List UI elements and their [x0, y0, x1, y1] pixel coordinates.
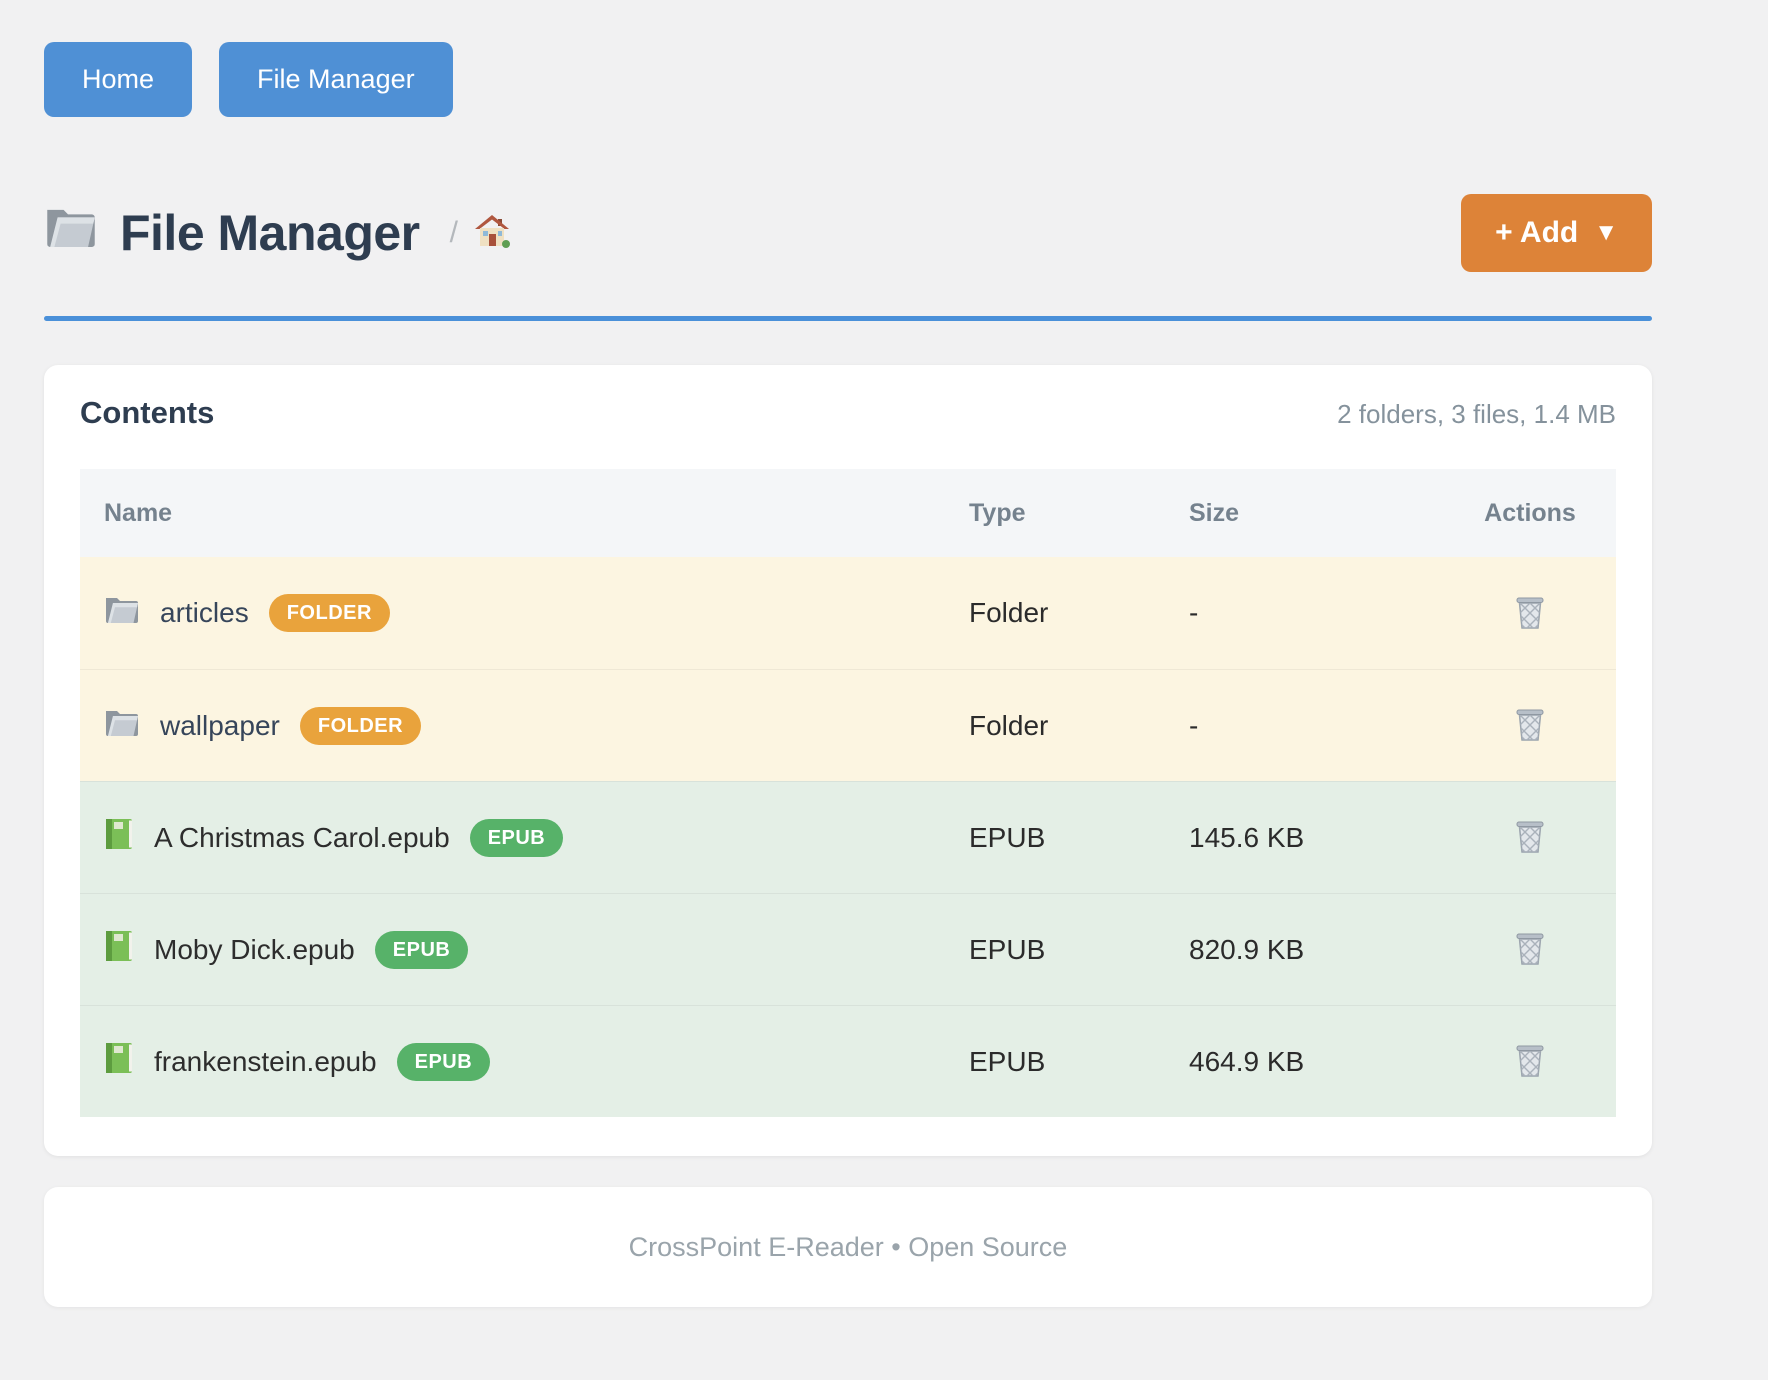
breadcrumb-separator: / [450, 216, 458, 250]
page: Home File Manager File Manager / [44, 0, 1652, 1307]
home-house-icon[interactable] [474, 213, 510, 254]
folder-icon [44, 204, 98, 262]
contents-card: Contents 2 folders, 3 files, 1.4 MB Name… [44, 365, 1652, 1156]
file-name-link[interactable]: frankenstein.epub [154, 1046, 377, 1078]
nav-buttons: Home File Manager [44, 42, 1652, 117]
trash-icon [1513, 818, 1547, 857]
size-cell: - [1189, 710, 1444, 742]
type-badge: FOLDER [269, 594, 390, 632]
trash-icon [1513, 1042, 1547, 1081]
trash-icon [1513, 706, 1547, 745]
add-button-label: + Add [1495, 218, 1578, 248]
type-badge: EPUB [397, 1043, 491, 1081]
contents-summary: 2 folders, 3 files, 1.4 MB [1337, 399, 1616, 430]
delete-button[interactable] [1509, 814, 1551, 861]
contents-card-header: Contents 2 folders, 3 files, 1.4 MB [80, 395, 1616, 431]
table-row: A Christmas Carol.epub EPUB EPUB 145.6 K… [80, 781, 1616, 893]
footer: CrossPoint E-Reader • Open Source [44, 1187, 1652, 1307]
name-cell: frankenstein.epub EPUB [80, 1041, 969, 1082]
size-cell: 464.9 KB [1189, 1046, 1444, 1078]
page-title: File Manager [44, 204, 420, 262]
contents-title: Contents [80, 395, 214, 431]
table-body: articles FOLDER Folder - [80, 557, 1616, 1117]
table-row: articles FOLDER Folder - [80, 557, 1616, 669]
page-title-text: File Manager [120, 204, 420, 262]
file-name-link[interactable]: A Christmas Carol.epub [154, 822, 450, 854]
column-header-actions: Actions [1444, 499, 1616, 528]
trash-icon [1513, 594, 1547, 633]
column-header-type: Type [969, 499, 1189, 528]
actions-cell [1444, 1038, 1616, 1085]
file-name-link[interactable]: Moby Dick.epub [154, 934, 355, 966]
file-name-link[interactable]: wallpaper [160, 710, 280, 742]
delete-button[interactable] [1509, 1038, 1551, 1085]
type-badge: FOLDER [300, 707, 421, 745]
actions-cell [1444, 814, 1616, 861]
actions-cell [1444, 702, 1616, 749]
name-cell: Moby Dick.epub EPUB [80, 929, 969, 970]
type-badge: EPUB [375, 931, 469, 969]
green-book-icon [104, 929, 134, 970]
trash-icon [1513, 930, 1547, 969]
table-header-row: Name Type Size Actions [80, 469, 1616, 557]
table-row: Moby Dick.epub EPUB EPUB 820.9 KB [80, 893, 1616, 1005]
type-cell: EPUB [969, 1046, 1189, 1078]
delete-button[interactable] [1509, 926, 1551, 973]
type-cell: EPUB [969, 822, 1189, 854]
folder-icon [104, 594, 140, 632]
name-cell: wallpaper FOLDER [80, 707, 969, 745]
green-book-icon [104, 1041, 134, 1082]
name-cell: articles FOLDER [80, 594, 969, 632]
size-cell: 145.6 KB [1189, 822, 1444, 854]
breadcrumb: / [450, 213, 510, 254]
folder-icon [104, 707, 140, 745]
delete-button[interactable] [1509, 590, 1551, 637]
size-cell: - [1189, 597, 1444, 629]
nav-button-home[interactable]: Home [44, 42, 192, 117]
file-name-link[interactable]: articles [160, 597, 249, 629]
name-cell: A Christmas Carol.epub EPUB [80, 817, 969, 858]
file-table: Name Type Size Actions articles FOLDER F… [80, 469, 1616, 1117]
type-badge: EPUB [470, 819, 564, 857]
add-button[interactable]: + Add ▼ [1461, 194, 1652, 272]
delete-button[interactable] [1509, 702, 1551, 749]
chevron-down-icon: ▼ [1594, 221, 1618, 245]
actions-cell [1444, 926, 1616, 973]
size-cell: 820.9 KB [1189, 934, 1444, 966]
column-header-size: Size [1189, 499, 1444, 528]
type-cell: Folder [969, 710, 1189, 742]
page-header: File Manager / + Add ▼ [44, 193, 1652, 273]
footer-text: CrossPoint E-Reader • Open Source [629, 1232, 1068, 1263]
type-cell: EPUB [969, 934, 1189, 966]
table-row: frankenstein.epub EPUB EPUB 464.9 KB [80, 1005, 1616, 1117]
green-book-icon [104, 817, 134, 858]
title-underline [44, 316, 1652, 321]
column-header-name: Name [80, 499, 969, 528]
actions-cell [1444, 590, 1616, 637]
table-row: wallpaper FOLDER Folder - [80, 669, 1616, 781]
type-cell: Folder [969, 597, 1189, 629]
nav-button-file-manager[interactable]: File Manager [219, 42, 453, 117]
